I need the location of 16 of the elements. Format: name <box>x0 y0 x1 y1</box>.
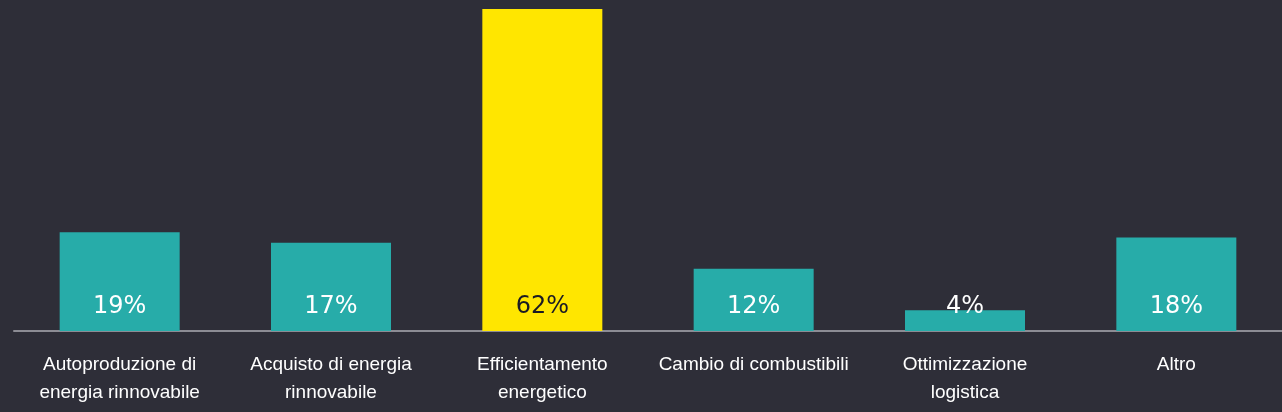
bar <box>482 9 603 331</box>
bar <box>271 242 391 331</box>
x-tick-label: Ottimizzazione logistica <box>902 352 1028 402</box>
bar <box>1116 237 1237 331</box>
x-tick-label: Acquisto di energia rinnovabile <box>250 352 413 402</box>
bar <box>59 232 180 331</box>
data-label: 19% <box>92 291 147 319</box>
data-label: 62% <box>515 291 570 319</box>
x-tick-label: Cambio di combustibili <box>658 352 849 374</box>
x-tick-label: Efficientamento energetico <box>477 352 608 402</box>
x-tick-label: Autoproduzione di energia rinnovabile <box>39 352 200 402</box>
x-tick-label: Altro <box>1156 352 1196 374</box>
data-label: 17% <box>304 291 358 319</box>
data-label: 18% <box>1149 291 1204 319</box>
data-label: 12% <box>726 291 781 319</box>
bar <box>693 268 814 331</box>
